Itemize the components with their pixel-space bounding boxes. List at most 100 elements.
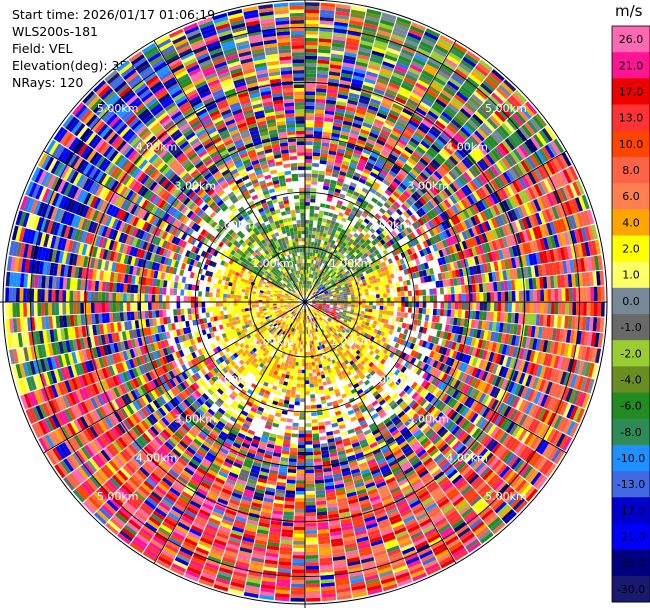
radar-gate [317,265,321,270]
radar-gate [298,426,305,431]
radar-gate [535,113,547,128]
radar-gate [461,143,472,154]
radar-gate [305,105,315,110]
radar-gate [537,182,546,196]
radar-gate [347,428,355,435]
radar-gate [481,222,489,233]
radar-gate [362,257,368,263]
radar-gate [395,174,404,183]
radar-gate [435,98,447,109]
radar-gate [374,313,380,318]
radar-gate [310,394,316,399]
radar-gate [317,63,330,68]
radar-gate [305,387,310,392]
radar-gate [330,247,336,253]
radar-gate [392,191,401,199]
radar-gate [511,221,519,233]
radar-gate [444,57,458,68]
radar-gate [280,417,287,422]
radar-gate [516,206,525,219]
radar-gate [389,310,394,316]
radar-gate [305,522,317,527]
radar-gate [414,258,421,266]
radar-gate [475,189,484,200]
radar-gate [310,351,314,356]
radar-gate [427,220,435,229]
radar-gate [406,255,412,262]
radar-gate [346,241,352,247]
radar-gate [324,291,329,295]
radar-gate [468,167,478,178]
radar-gate [333,162,342,168]
radar-gate [450,118,462,130]
radar-gate [529,290,534,302]
radar-gate [424,134,435,144]
radar-gate [430,143,441,153]
radar-gate [360,275,365,281]
radar-gate [451,225,458,235]
radar-gate [357,135,368,142]
radar-gate [380,15,396,24]
radar-gate [354,238,360,244]
radar-gate [350,129,360,136]
radar-gate [363,81,375,88]
radar-gate [342,278,347,283]
radar-gate [415,228,423,236]
radar-gate [323,211,329,216]
radar-gate [351,235,357,241]
radar-gate [493,177,503,189]
radar-gate [308,273,311,278]
radar-gate [497,302,502,312]
radar-gate [305,291,307,295]
radar-gate [314,475,324,481]
radar-gate [307,273,310,278]
radar-gate [331,275,336,280]
radar-gate [398,276,403,282]
radar-gate [422,232,429,240]
radar-gate [328,263,333,268]
radar-gate [327,254,332,259]
radar-gate [448,227,455,237]
radar-gate [436,41,451,52]
radar-gate [450,286,455,294]
radar-gate [362,235,368,242]
radar-gate [351,206,359,213]
radar-gate [417,174,426,183]
radar-gate [307,241,312,246]
radar-gate [345,287,350,291]
radar-gate [310,401,316,406]
radar-gate [308,369,313,374]
radar-gate [379,19,395,27]
radar-gate [399,52,413,61]
radar-gate [408,67,421,76]
radar-gate [294,508,305,513]
radar-gate [298,362,302,367]
radar-gate [314,296,319,299]
radar-gate [337,266,343,271]
radar-gate [457,310,462,318]
radar-gate [321,236,326,241]
radar-gate [328,284,333,288]
radar-gate [306,576,320,581]
radar-gate [306,580,320,584]
radar-gate [456,65,470,77]
radar-gate [293,412,300,417]
radar-gate [457,129,469,140]
radar-gate [400,286,405,292]
radar-gate [323,178,331,184]
radar-gate [388,283,394,289]
radar-gate [306,597,321,602]
radar-gate [319,23,334,29]
radar-gate [313,447,321,452]
radar-gate [320,285,325,289]
radar-gate [309,293,313,297]
radar-gate [313,383,319,388]
radar-gate [310,285,313,289]
radar-gate [364,288,369,293]
radar-gate [457,285,462,294]
radar-gate [390,150,400,158]
radar-gate [330,281,335,285]
radar-gate [477,223,485,234]
radar-gate [446,185,455,195]
radar-gate [329,255,334,260]
